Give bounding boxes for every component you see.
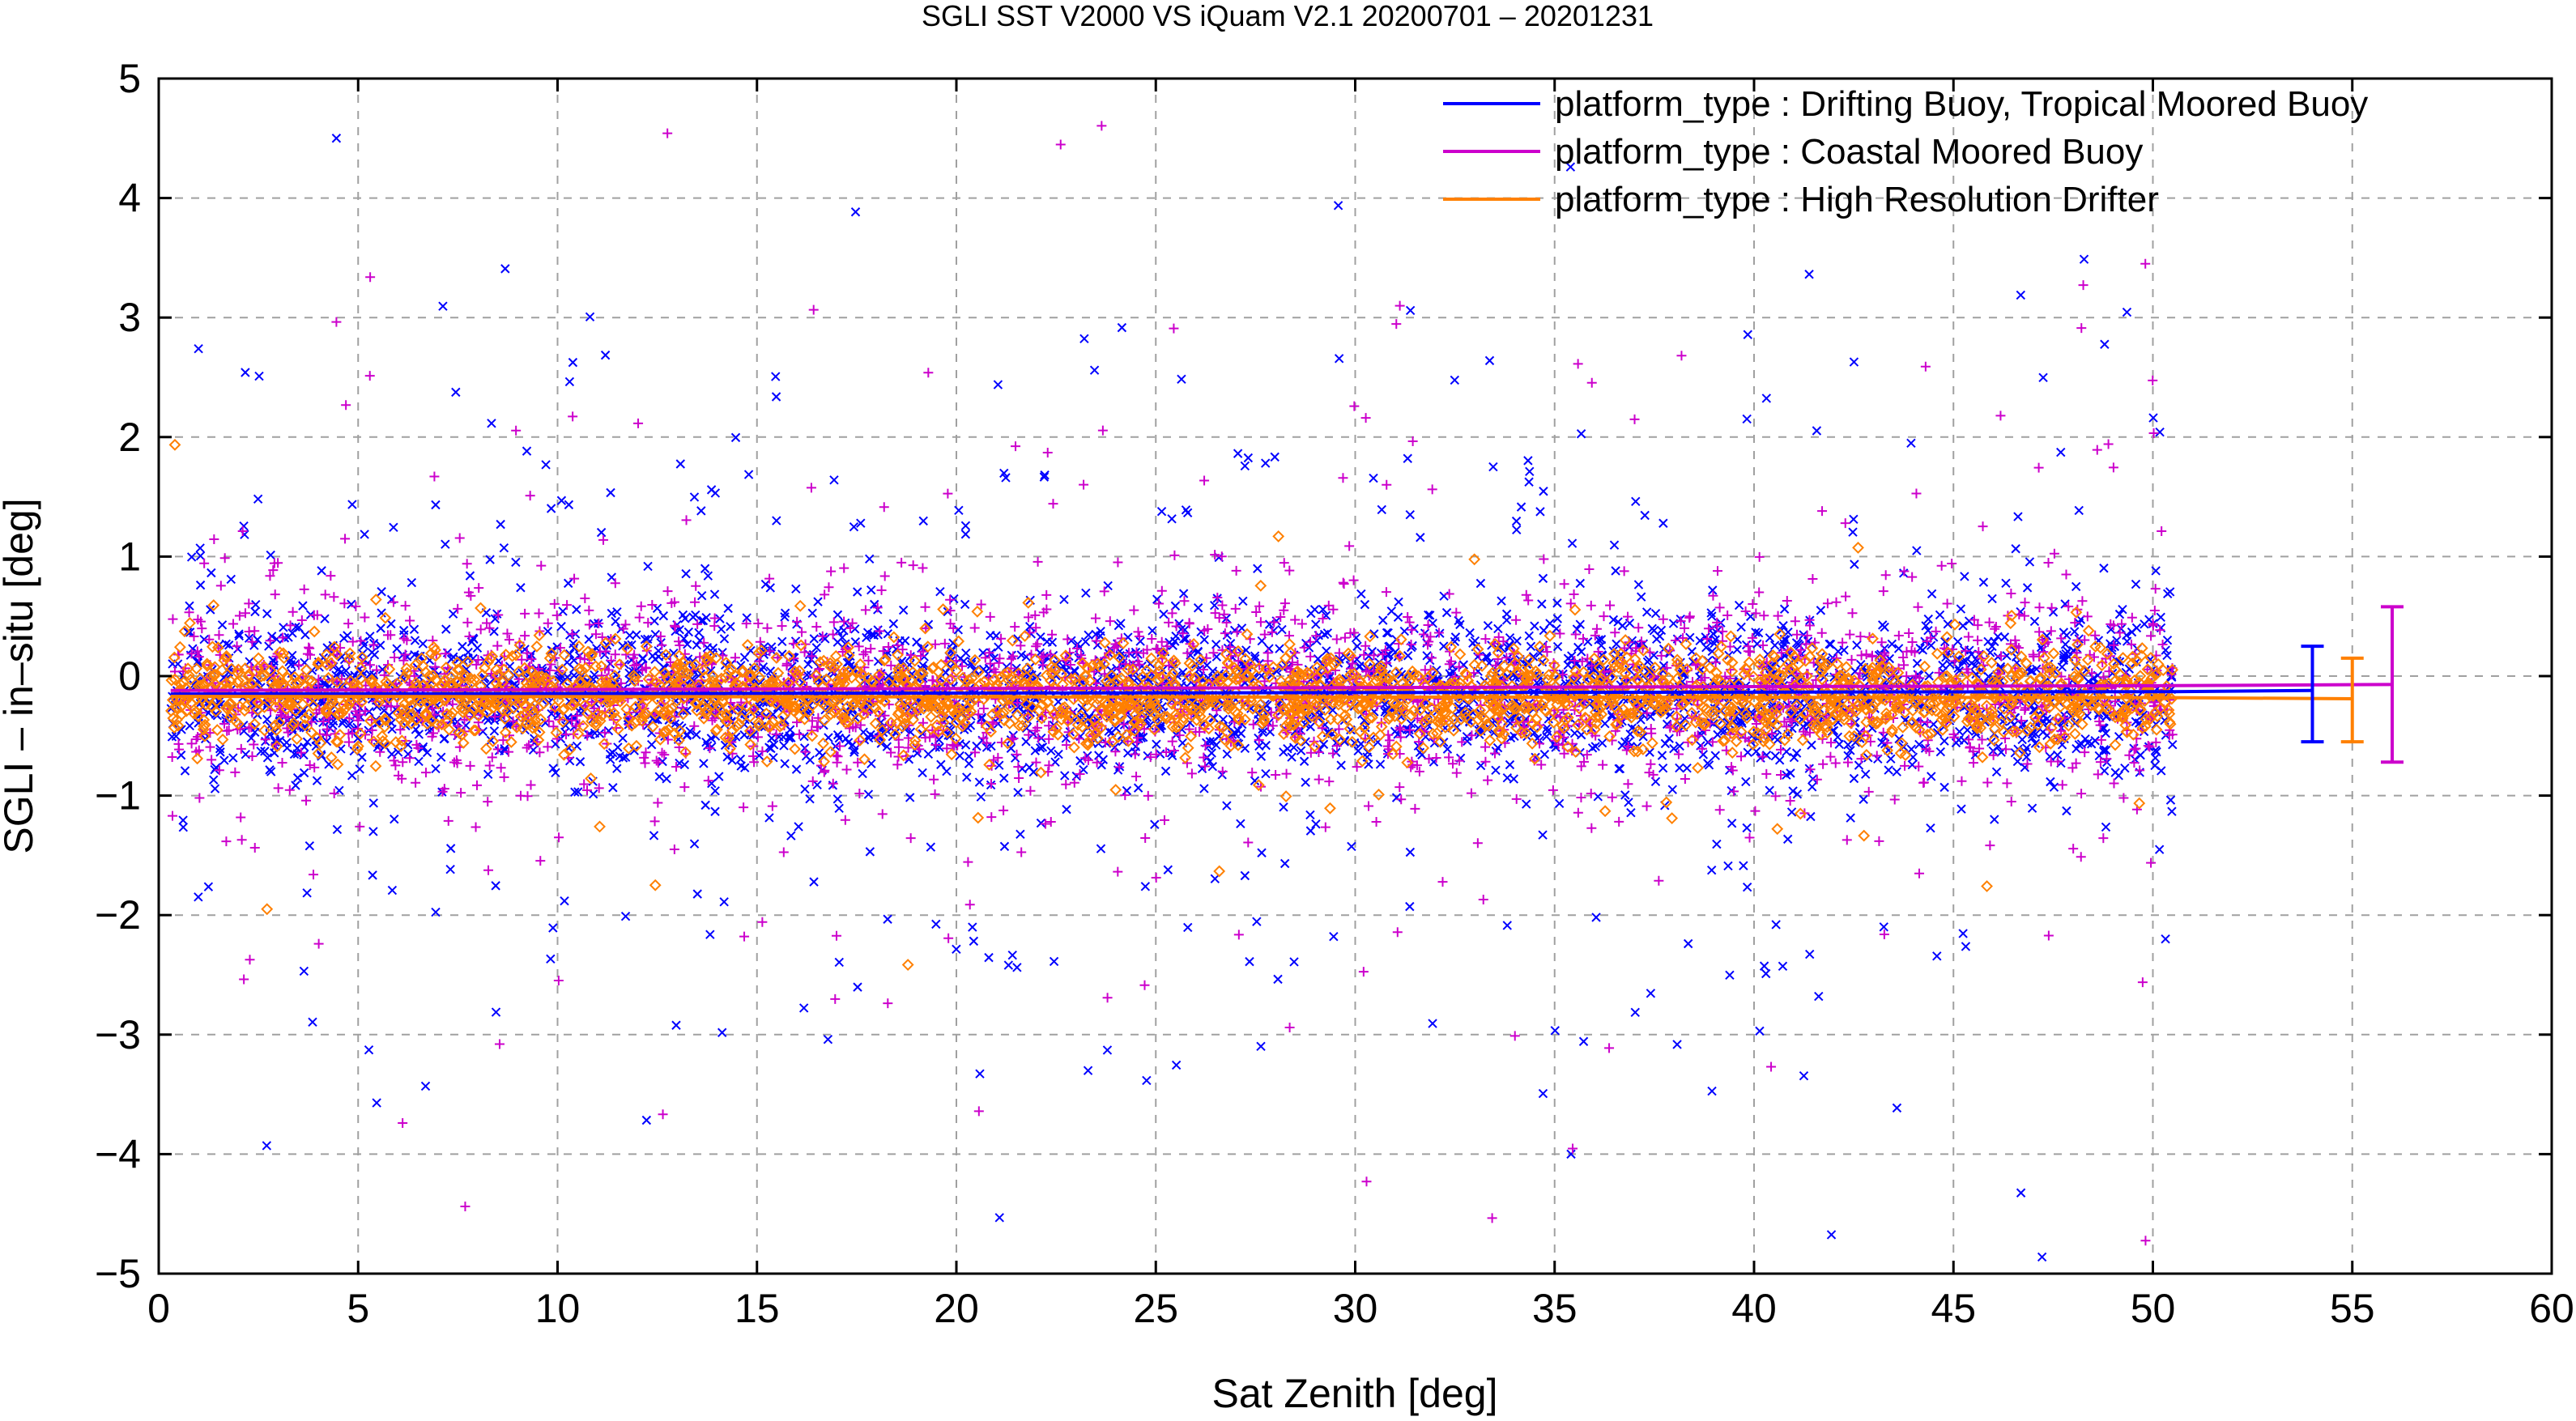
data-point — [1222, 749, 1233, 759]
data-point — [1956, 804, 1966, 814]
data-point — [1611, 566, 1620, 576]
data-point — [1990, 815, 1999, 824]
data-point — [717, 1027, 727, 1037]
data-point — [1960, 572, 1969, 581]
data-point — [1003, 960, 1014, 970]
data-point — [409, 624, 419, 635]
data-point — [1707, 611, 1717, 621]
data-point — [850, 207, 861, 217]
data-point — [1752, 639, 1762, 649]
data-point — [1383, 628, 1393, 638]
data-point — [764, 813, 774, 823]
data-point — [808, 649, 819, 660]
data-point — [1791, 748, 1802, 758]
data-point — [675, 459, 685, 469]
data-point — [1296, 746, 1306, 755]
data-point — [185, 721, 194, 731]
data-point — [2114, 731, 2124, 742]
data-point — [234, 631, 245, 641]
data-point — [1016, 650, 1026, 660]
chart-title: SGLI SST V2000 VS iQuam V2.1 20200701 – … — [922, 0, 1654, 32]
data-point — [368, 827, 378, 836]
data-point — [436, 752, 446, 762]
data-point — [302, 888, 312, 898]
data-point — [703, 571, 713, 581]
data-point — [347, 500, 357, 509]
data-point — [2049, 782, 2059, 792]
data-point — [1742, 823, 1752, 833]
data-point — [1277, 624, 1287, 635]
data-point — [299, 768, 309, 778]
data-point — [2017, 734, 2027, 745]
data-point — [786, 831, 796, 840]
data-point — [2057, 662, 2067, 672]
data-point — [1238, 596, 1248, 606]
data-point — [1403, 453, 1412, 463]
data-point — [935, 586, 945, 597]
data-point — [1892, 1103, 1902, 1113]
data-point — [226, 574, 236, 585]
data-point — [641, 1115, 652, 1125]
data-point — [386, 619, 396, 629]
data-point — [1524, 631, 1534, 641]
data-point — [331, 134, 342, 143]
data-point — [1007, 950, 1017, 960]
data-point — [960, 599, 970, 610]
data-point — [1322, 646, 1331, 656]
data-point — [2167, 806, 2177, 816]
data-point — [2060, 640, 2071, 649]
data-point — [1403, 651, 1413, 661]
data-point — [1253, 564, 1262, 573]
data-point — [341, 666, 351, 676]
data-point — [1859, 794, 1868, 804]
data-point — [1640, 510, 1650, 521]
data-point — [2156, 612, 2165, 623]
data-point — [858, 768, 867, 779]
data-point — [387, 885, 398, 896]
data-point — [1646, 712, 1655, 721]
data-point — [1658, 518, 1668, 528]
